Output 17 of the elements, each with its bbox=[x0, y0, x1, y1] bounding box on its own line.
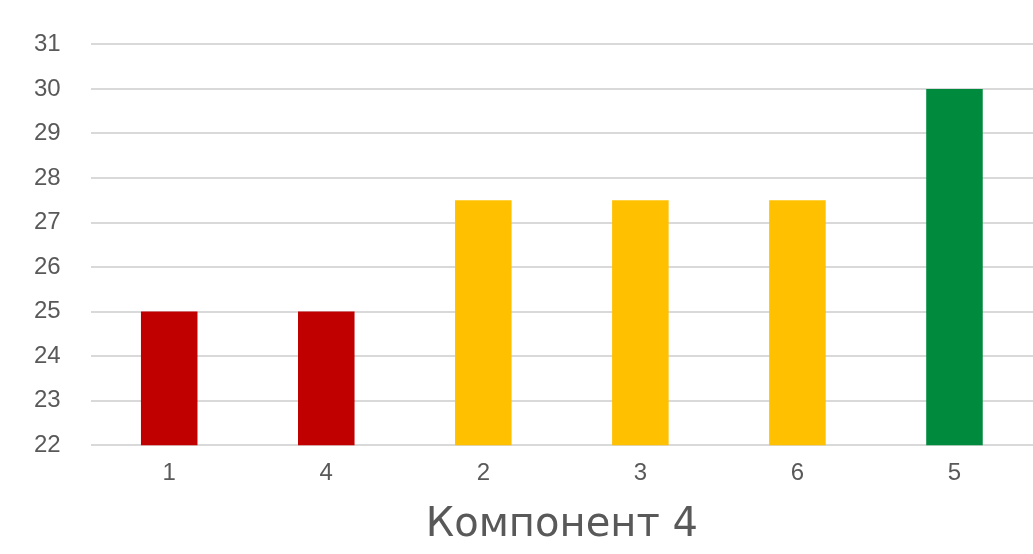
y-tick-label: 24 bbox=[33, 340, 61, 368]
y-tick-label: 23 bbox=[33, 385, 61, 413]
x-tick-label: 1 bbox=[162, 458, 176, 486]
y-tick-label: 30 bbox=[33, 73, 61, 101]
x-tick-label: 6 bbox=[790, 458, 805, 486]
y-tick-label: 31 bbox=[33, 29, 61, 57]
x-tick-label: 2 bbox=[476, 458, 490, 486]
y-tick-label: 25 bbox=[33, 296, 61, 324]
y-tick-label: 22 bbox=[33, 429, 61, 457]
y-tick-label: 28 bbox=[33, 162, 61, 190]
y-tick-label: 29 bbox=[33, 118, 61, 146]
x-tick-label: 4 bbox=[319, 458, 333, 486]
x-tick-label: 5 bbox=[947, 458, 962, 486]
x-tick-label: 3 bbox=[633, 458, 648, 486]
y-tick-label: 26 bbox=[33, 251, 61, 279]
x-axis-title: Компонент 4 bbox=[425, 499, 698, 546]
y-tick-label: 27 bbox=[33, 207, 61, 235]
